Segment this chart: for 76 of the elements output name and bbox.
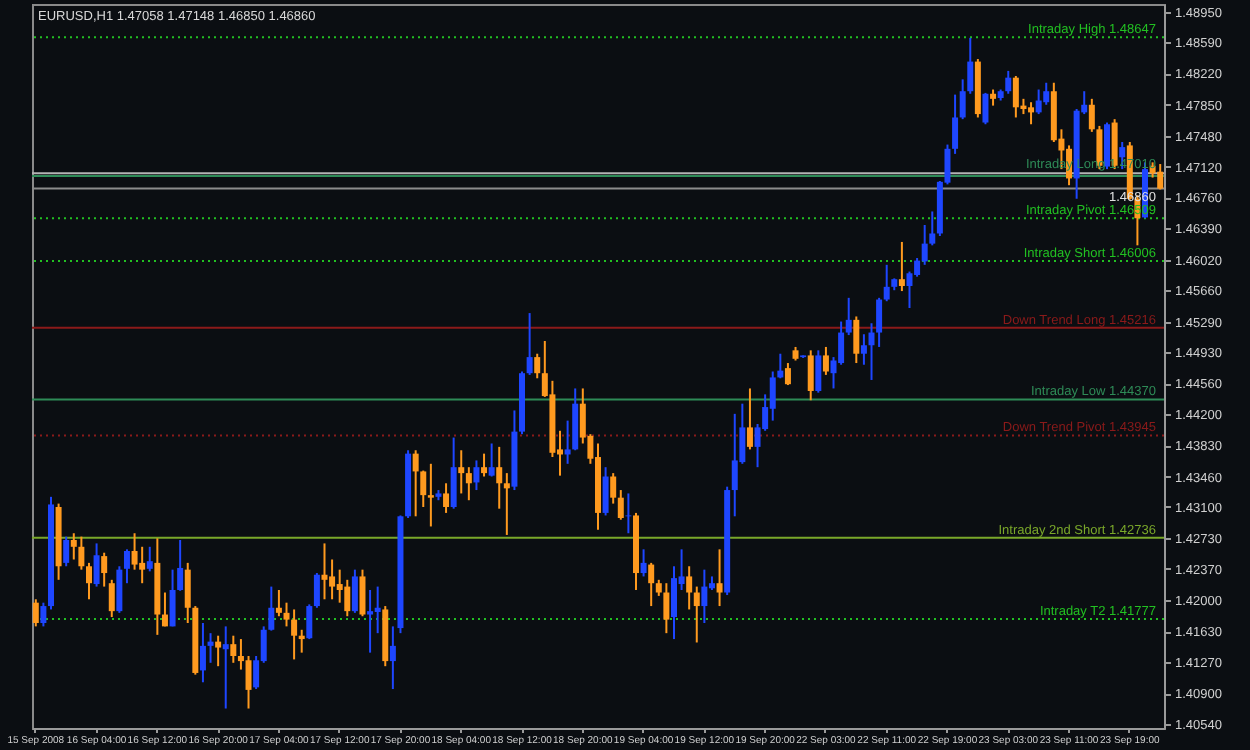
candlestick [427,462,434,528]
candlestick [815,349,822,394]
candlestick [481,452,488,478]
candlestick [313,572,320,609]
candlestick [473,459,480,492]
candlestick [215,634,222,668]
candlestick [230,634,237,664]
candlestick [329,558,336,601]
candlestick [1157,163,1164,191]
candlestick [952,93,959,155]
candlestick [40,601,47,628]
candlestick [108,578,115,619]
candlestick [207,632,214,664]
candlestick [701,568,708,624]
candlestick [458,449,465,495]
candlestick [883,263,890,303]
candlestick [101,551,108,588]
candlestick [731,412,738,518]
candlestick [78,535,85,571]
candlestick [496,445,503,510]
candlestick [93,542,100,588]
candlestick [161,591,168,628]
candlestick [367,588,374,654]
candlestick [222,625,229,710]
candlestick [1028,101,1035,126]
candlestick [199,622,206,684]
candlestick [1005,69,1012,95]
candlestick [359,568,366,618]
candlestick [807,349,814,402]
candlestick [670,565,677,641]
candlestick [245,655,252,710]
candlestick [443,482,450,514]
candlestick [716,548,723,608]
candlestick [306,603,313,641]
candlestick [898,240,905,293]
candlestick [845,296,852,337]
candlestick [853,315,860,365]
candlestick [534,352,541,380]
candlestick [860,333,867,366]
candlestick [321,542,328,601]
candlestick [450,436,457,510]
candlestick [822,345,829,376]
candlestick [465,466,472,502]
candlestick [275,588,282,618]
candlestick [146,545,153,573]
candlestick [298,628,305,654]
candlestick [1012,74,1019,119]
candlestick [526,312,533,376]
candlestick [351,568,358,614]
candlestick [374,585,381,635]
candlestick [123,548,130,585]
candlestick [1104,121,1111,171]
candlestick [982,91,989,126]
candlestick [693,585,700,644]
candlestick [617,489,624,521]
candlestick [610,472,617,505]
candlestick [32,598,39,628]
candlestick [746,387,753,451]
candlestick [85,561,92,601]
candlestick [648,561,655,608]
candlestick [291,608,298,661]
candlestick [344,578,351,618]
candlestick [412,449,419,518]
candlestick [488,442,495,478]
candlestick [602,466,609,517]
candlestick [1035,88,1042,116]
candlestick [503,472,510,536]
candlestick [63,535,70,568]
candlestick [686,565,693,611]
candlestick [914,257,921,278]
candlestick [784,362,791,387]
candlestick [1043,81,1050,106]
candlestick [640,548,647,578]
candlestick [116,565,123,614]
candlestick [625,492,632,535]
candlestick [663,582,670,635]
